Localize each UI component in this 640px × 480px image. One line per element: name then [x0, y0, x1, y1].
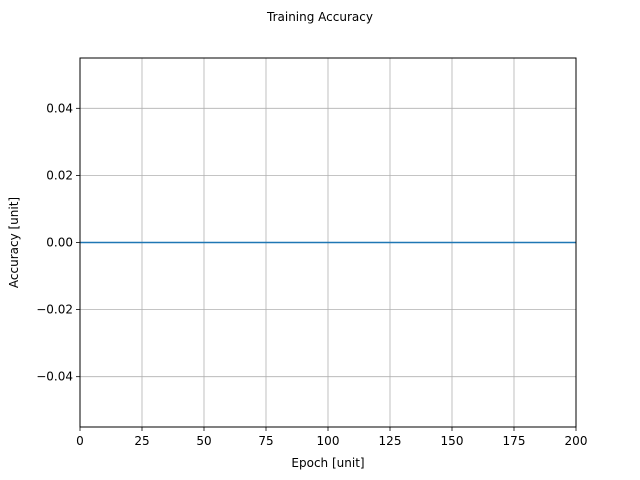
y-axis-label: Accuracy [unit]	[7, 197, 21, 288]
x-tick-label: 50	[196, 434, 211, 448]
x-tick-label: 125	[379, 434, 402, 448]
y-tick-label: −0.02	[36, 303, 73, 317]
y-tick-label: 0.04	[46, 101, 73, 115]
x-axis-label: Epoch [unit]	[291, 456, 364, 470]
x-tick-label: 200	[565, 434, 588, 448]
y-tick-label: 0.02	[46, 168, 73, 182]
x-tick-label: 150	[441, 434, 464, 448]
x-tick-label: 75	[258, 434, 273, 448]
x-tick-label: 0	[76, 434, 84, 448]
y-tick-label: 0.00	[46, 236, 73, 250]
y-axis-ticks: −0.04 −0.02 0.00 0.02 0.04	[36, 101, 80, 384]
x-tick-label: 100	[317, 434, 340, 448]
x-axis-ticks: 0 25 50 75 100 125 150 175 200	[76, 427, 587, 448]
y-tick-label: −0.04	[36, 370, 73, 384]
x-tick-label: 175	[503, 434, 526, 448]
chart-title: Training Accuracy	[266, 10, 373, 24]
x-tick-label: 25	[134, 434, 149, 448]
